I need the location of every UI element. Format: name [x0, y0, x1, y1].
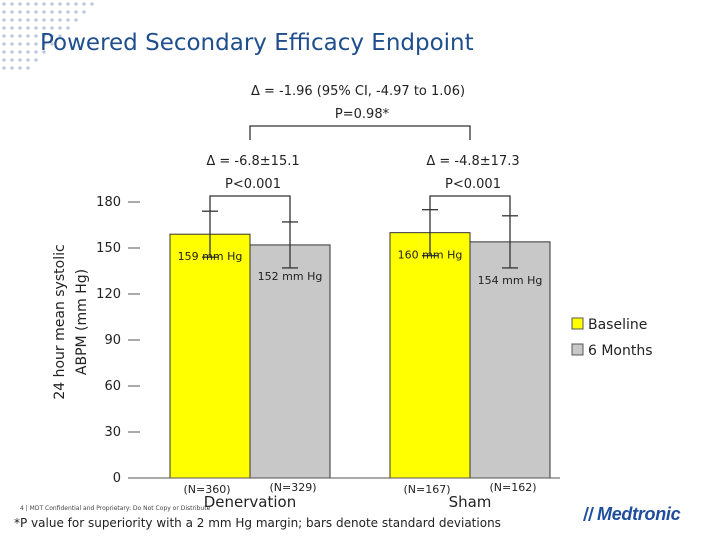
- y-tick-label: 30: [104, 425, 121, 440]
- corner-dot-pattern: [2, 2, 94, 70]
- between-p-value-annotation: P=0.98*: [335, 107, 390, 122]
- legend-swatch: [571, 317, 584, 330]
- y-tick-label: 120: [96, 287, 121, 302]
- delta-annotation: Δ = -4.8±17.3: [426, 154, 519, 169]
- between-group-bracket: [249, 125, 471, 140]
- confidential-notice: 4 | MDT Confidential and Proprietary: Do…: [20, 505, 211, 512]
- medtronic-logo: Medtronic: [582, 504, 681, 525]
- y-tick-label: 150: [96, 241, 121, 256]
- category-label: Sham: [449, 493, 492, 511]
- bar-baseline: [169, 233, 251, 479]
- n-label: (N=162): [489, 481, 536, 494]
- n-label: (N=360): [183, 483, 230, 496]
- bar-value-label: 160 mm Hg: [398, 249, 463, 262]
- y-axis-label: 24 hour mean systolic: [52, 244, 68, 399]
- p-value-annotation: P<0.001: [445, 177, 501, 192]
- delta-annotation: Δ = -6.8±15.1: [206, 154, 299, 169]
- p-value-annotation: P<0.001: [225, 177, 281, 192]
- legend-swatch: [571, 343, 584, 356]
- y-tick-label: 60: [104, 379, 121, 394]
- bar-value-label: 154 mm Hg: [478, 274, 543, 287]
- bar-value-label: 152 mm Hg: [258, 270, 323, 283]
- bar-6-months: [469, 241, 551, 479]
- logo-icon: [583, 507, 594, 521]
- category-label: Denervation: [204, 493, 296, 511]
- y-tick-label: 90: [104, 333, 121, 348]
- logo-text: Medtronic: [597, 504, 681, 524]
- bar-baseline: [389, 232, 471, 479]
- slide-title: Powered Secondary Efficacy Endpoint: [40, 30, 474, 56]
- footnote: *P value for superiority with a 2 mm Hg …: [14, 516, 501, 530]
- comparison-bracket: [209, 195, 291, 222]
- y-tick-label: 0: [113, 471, 121, 486]
- legend-label: Baseline: [588, 317, 647, 333]
- y-axis-label: ABPM (mm Hg): [74, 269, 90, 375]
- bar-value-label: 159 mm Hg: [178, 250, 243, 263]
- y-tick-label: 180: [96, 195, 121, 210]
- legend-label: 6 Months: [588, 343, 653, 359]
- comparison-bracket: [429, 195, 511, 216]
- between-delta-annotation: Δ = -1.96 (95% CI, -4.97 to 1.06): [251, 84, 465, 99]
- n-label: (N=329): [269, 481, 316, 494]
- n-label: (N=167): [403, 483, 450, 496]
